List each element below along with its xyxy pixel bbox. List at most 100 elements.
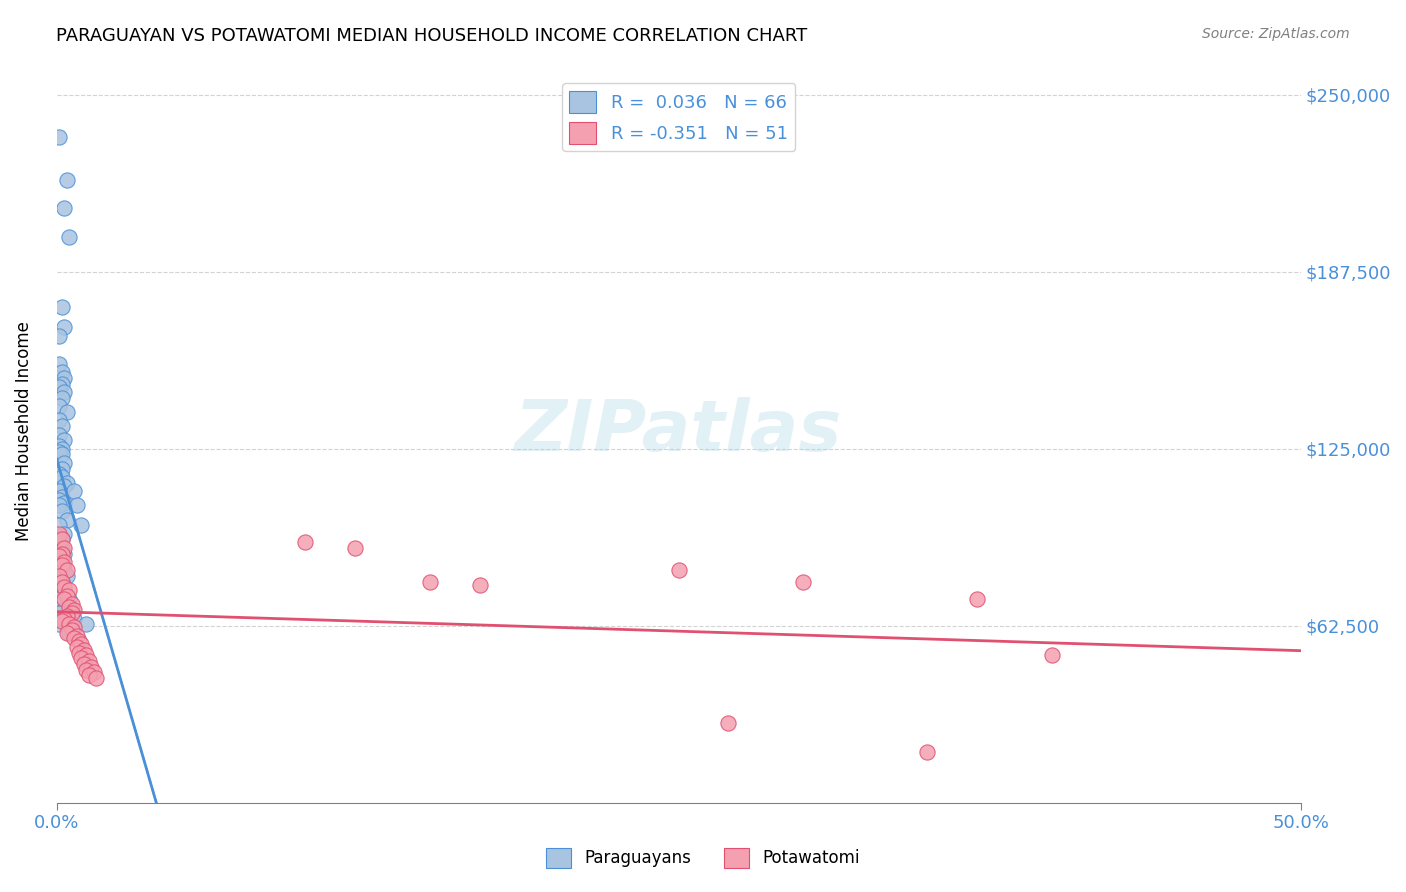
Point bbox=[51, 461, 73, 475]
Point bbox=[58, 625, 80, 640]
Point bbox=[55, 512, 77, 526]
Point bbox=[53, 320, 76, 334]
Text: ZIPatlas: ZIPatlas bbox=[515, 397, 842, 466]
Legend: Paraguayans, Potawatomi: Paraguayans, Potawatomi bbox=[538, 841, 868, 875]
Point bbox=[53, 201, 76, 215]
Point bbox=[55, 625, 77, 640]
Point bbox=[51, 533, 73, 547]
Point bbox=[51, 533, 73, 547]
Point bbox=[51, 442, 73, 456]
Text: PARAGUAYAN VS POTAWATOMI MEDIAN HOUSEHOLD INCOME CORRELATION CHART: PARAGUAYAN VS POTAWATOMI MEDIAN HOUSEHOL… bbox=[56, 27, 807, 45]
Point bbox=[60, 598, 83, 612]
Point bbox=[77, 654, 100, 668]
Point bbox=[51, 490, 73, 504]
Text: Source: ZipAtlas.com: Source: ZipAtlas.com bbox=[1202, 27, 1350, 41]
Point bbox=[48, 549, 70, 564]
Point bbox=[51, 300, 73, 314]
Point bbox=[60, 623, 83, 637]
Point bbox=[63, 612, 86, 626]
Point bbox=[48, 526, 70, 541]
Point bbox=[83, 665, 105, 680]
Point bbox=[48, 427, 70, 442]
Point bbox=[63, 484, 86, 499]
Point bbox=[48, 357, 70, 371]
Point bbox=[48, 581, 70, 595]
Point bbox=[668, 564, 690, 578]
Point bbox=[48, 499, 70, 513]
Point bbox=[55, 569, 77, 583]
Point bbox=[51, 547, 73, 561]
Point bbox=[51, 470, 73, 484]
Point bbox=[48, 467, 70, 482]
Point bbox=[51, 615, 73, 629]
Point bbox=[70, 651, 93, 665]
Point bbox=[53, 612, 76, 626]
Point bbox=[58, 591, 80, 606]
Point bbox=[60, 606, 83, 620]
Point bbox=[51, 598, 73, 612]
Point bbox=[65, 629, 87, 643]
Point bbox=[48, 492, 70, 507]
Point bbox=[75, 648, 97, 663]
Point bbox=[53, 541, 76, 555]
Point bbox=[58, 617, 80, 632]
Point bbox=[63, 632, 86, 646]
Point bbox=[53, 526, 76, 541]
Point bbox=[51, 574, 73, 589]
Point bbox=[60, 603, 83, 617]
Point bbox=[75, 617, 97, 632]
Point bbox=[73, 642, 96, 657]
Point bbox=[792, 574, 814, 589]
Point bbox=[48, 560, 70, 574]
Point bbox=[53, 495, 76, 509]
Point bbox=[53, 478, 76, 492]
Point bbox=[65, 499, 87, 513]
Point bbox=[51, 574, 73, 589]
Point bbox=[53, 371, 76, 385]
Point bbox=[86, 671, 108, 685]
Point bbox=[55, 475, 77, 490]
Point bbox=[58, 600, 80, 615]
Point bbox=[51, 419, 73, 434]
Point bbox=[294, 535, 316, 549]
Point bbox=[73, 657, 96, 671]
Point bbox=[53, 456, 76, 470]
Point bbox=[51, 589, 73, 603]
Point bbox=[53, 591, 76, 606]
Point bbox=[48, 617, 70, 632]
Point bbox=[48, 569, 70, 583]
Point bbox=[53, 581, 76, 595]
Point bbox=[917, 745, 939, 759]
Point bbox=[80, 659, 103, 673]
Point bbox=[51, 504, 73, 518]
Point bbox=[53, 385, 76, 400]
Point bbox=[48, 606, 70, 620]
Point bbox=[55, 173, 77, 187]
Point bbox=[53, 564, 76, 578]
Point bbox=[48, 413, 70, 427]
Point bbox=[51, 541, 73, 555]
Point bbox=[51, 612, 73, 626]
Point bbox=[51, 558, 73, 572]
Point bbox=[48, 328, 70, 343]
Point bbox=[65, 640, 87, 654]
Point bbox=[51, 447, 73, 461]
Point bbox=[53, 555, 76, 569]
Point bbox=[55, 405, 77, 419]
Point bbox=[48, 379, 70, 393]
Point bbox=[70, 518, 93, 533]
Point bbox=[53, 603, 76, 617]
Y-axis label: Median Household Income: Median Household Income bbox=[15, 321, 32, 541]
Point bbox=[48, 130, 70, 145]
Point bbox=[48, 484, 70, 499]
Point bbox=[51, 365, 73, 379]
Point bbox=[55, 608, 77, 623]
Point bbox=[63, 620, 86, 634]
Point bbox=[53, 434, 76, 448]
Point bbox=[51, 391, 73, 405]
Point bbox=[53, 547, 76, 561]
Point bbox=[67, 646, 90, 660]
Point bbox=[75, 663, 97, 677]
Point bbox=[55, 564, 77, 578]
Point bbox=[48, 591, 70, 606]
